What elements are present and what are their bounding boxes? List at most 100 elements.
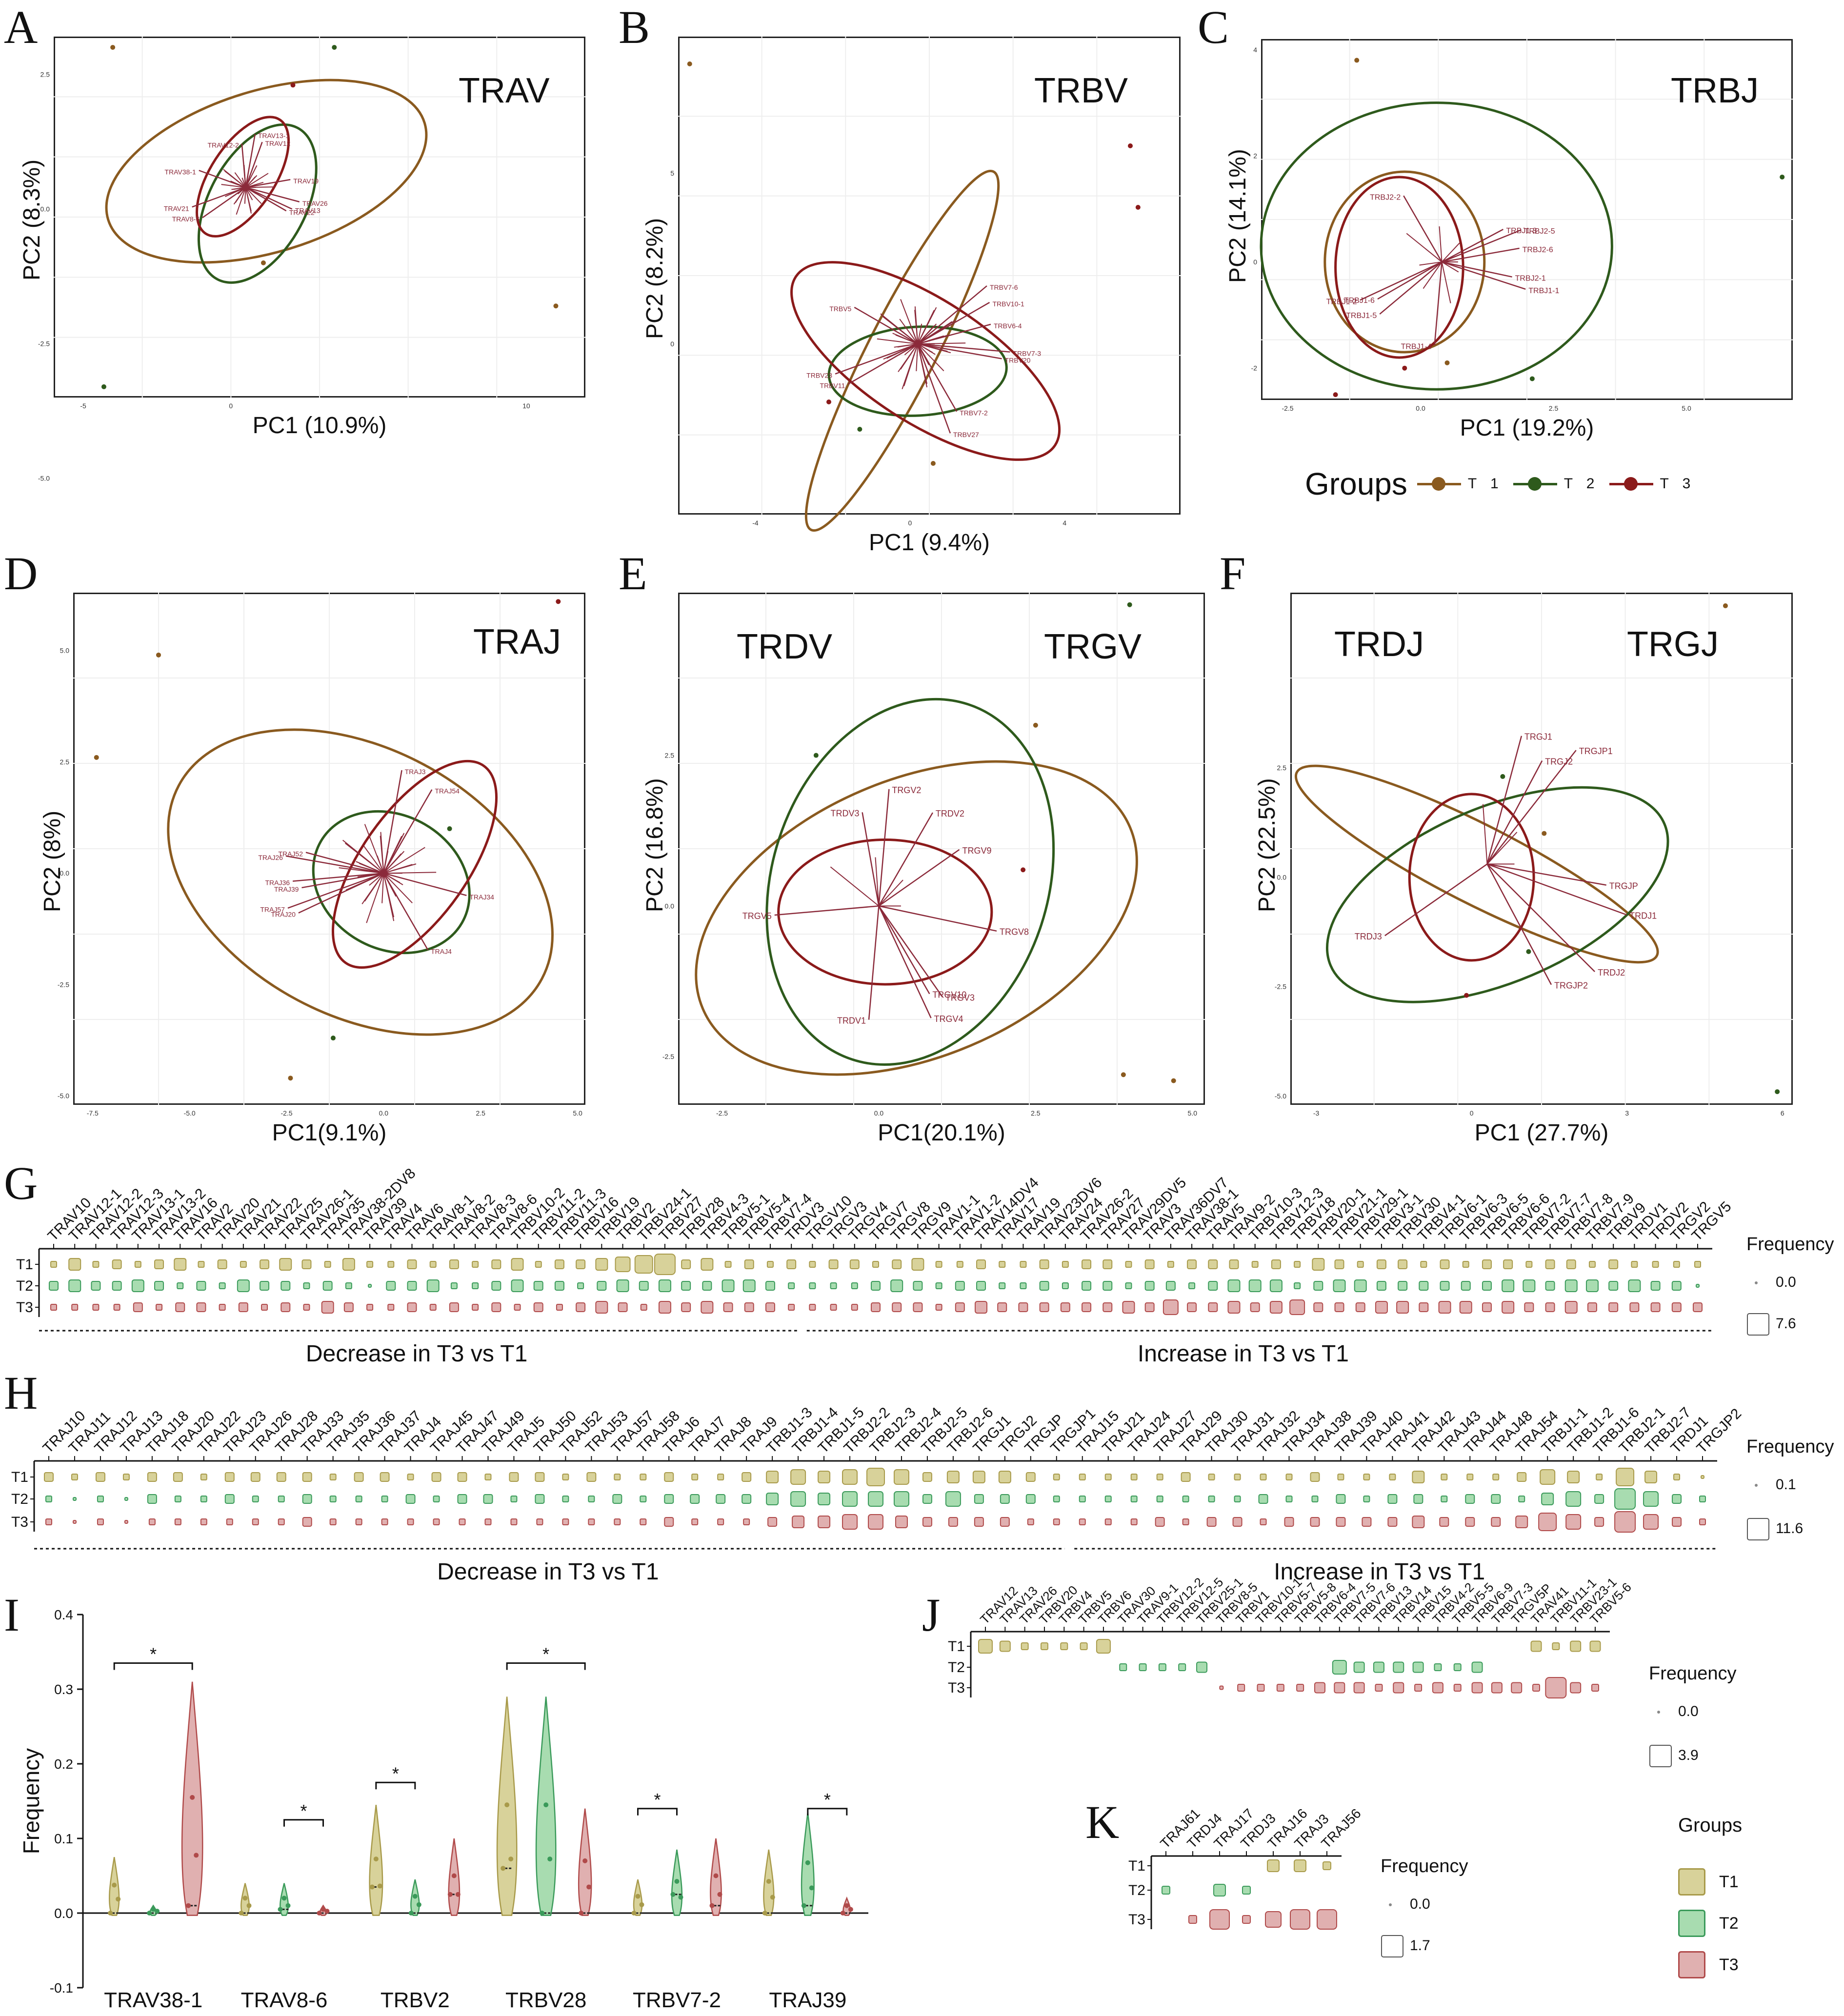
- frequency-bubble: [809, 1282, 816, 1289]
- sample-point: [290, 82, 296, 88]
- bubble-legend-row-t2: T2: [1678, 1910, 1739, 1937]
- confidence-ellipse-t2: [1326, 786, 1669, 1003]
- significance-marker: *: [542, 1644, 549, 1664]
- frequency-bubble: [597, 1281, 607, 1291]
- loading-arrow: [895, 334, 918, 344]
- frequency-bubble: [556, 1304, 563, 1311]
- loading-arrow: [1487, 863, 1627, 916]
- frequency-bubble: [1453, 1663, 1462, 1671]
- y-axis-label: PC2 (14.1%): [1225, 149, 1251, 283]
- loading-label: TRGV3: [945, 993, 975, 1003]
- loading-arrow: [221, 184, 246, 188]
- violin-data-point: [547, 1856, 553, 1862]
- frequency-bubble: [1021, 1642, 1029, 1650]
- frequency-bubble: [893, 1469, 909, 1485]
- frequency-legend-max: 1.7: [1410, 1937, 1430, 1954]
- frequency-bubble: [302, 1494, 312, 1504]
- sample-point: [261, 260, 266, 265]
- frequency-bubble: [1453, 1684, 1462, 1692]
- frequency-bubble: [766, 1261, 774, 1268]
- loading-label: TRDV3: [831, 808, 860, 818]
- pca-legend-label-t2: T 2: [1563, 476, 1600, 492]
- frequency-bubble: [976, 1259, 986, 1269]
- frequency-bubble: [640, 1304, 647, 1311]
- x-tick-label: 6: [1781, 1109, 1784, 1117]
- category-label: TRAV38-1: [104, 1988, 202, 2012]
- sample-point: [288, 1076, 293, 1081]
- frequency-bubble: [1269, 1301, 1283, 1314]
- frequency-bubble: [935, 1304, 942, 1311]
- loading-arrow: [245, 187, 262, 204]
- loading-arrow: [364, 824, 384, 874]
- sample-point: [1723, 603, 1728, 608]
- frequency-bubble: [1312, 1258, 1325, 1271]
- loading-arrow: [339, 867, 384, 874]
- loading-arrow: [917, 343, 948, 352]
- sample-point: [447, 826, 452, 831]
- loading-arrow: [878, 905, 932, 1018]
- frequency-bubble: [1229, 1259, 1239, 1269]
- frequency-legend-max-marker: [1649, 1745, 1672, 1767]
- frequency-bubble: [1020, 1261, 1027, 1268]
- loading-arrow: [868, 906, 880, 1020]
- loading-arrow: [1439, 226, 1443, 262]
- significance-bracket: [113, 1662, 193, 1670]
- confidence-ellipse-t2: [1260, 101, 1613, 391]
- frequency-bubble: [535, 1261, 542, 1268]
- sample-point: [687, 61, 692, 66]
- sample-point: [1354, 58, 1360, 63]
- frequency-bubble: [1594, 1517, 1604, 1527]
- loading-label: TRAV13: [295, 207, 321, 215]
- frequency-bubble: [742, 1279, 756, 1292]
- frequency-bubble: [1060, 1302, 1070, 1312]
- loading-label: TRAV38-1: [164, 168, 196, 176]
- frequency-bubble: [701, 1301, 714, 1314]
- frequency-bubble: [381, 1496, 388, 1502]
- loading-label: TRDJ1: [1629, 911, 1657, 920]
- frequency-bubble: [1181, 1472, 1191, 1482]
- loading-arrow: [918, 343, 1010, 353]
- loading-arrow: [862, 812, 880, 906]
- violin-data-point: [504, 1802, 510, 1808]
- frequency-bubble: [1373, 1661, 1384, 1673]
- violin-data-point: [455, 1892, 461, 1897]
- frequency-bubble: [1650, 1302, 1661, 1312]
- frequency-bubble: [276, 1472, 286, 1482]
- category-label: TRBV2: [381, 1988, 450, 2012]
- frequency-bubble: [1208, 1496, 1215, 1502]
- panel-letter-c: C: [1198, 1, 1229, 53]
- frequency-bubble: [366, 1261, 374, 1268]
- frequency-bubble: [997, 1302, 1007, 1312]
- x-axis-label: PC1 (10.9%): [252, 413, 387, 439]
- x-tick-label: -2.5: [716, 1109, 728, 1117]
- loading-arrow: [1442, 261, 1459, 273]
- loading-arrow: [1442, 247, 1520, 263]
- loading-label: TRBJ2-5: [1524, 227, 1555, 236]
- sample-point: [857, 427, 862, 432]
- frequency-bubble: [1182, 1518, 1189, 1525]
- sample-point: [1021, 867, 1026, 873]
- row-label: T1: [948, 1638, 965, 1655]
- frequency-bubble: [1102, 1281, 1113, 1291]
- loading-arrow: [918, 343, 1002, 359]
- frequency-bubble: [1353, 1682, 1365, 1694]
- loading-arrow: [383, 789, 433, 874]
- loading-arrow: [917, 321, 953, 344]
- frequency-bubble: [342, 1258, 355, 1271]
- loading-arrow: [192, 187, 246, 208]
- increase-caption: Increase in T3 vs T1: [1274, 1559, 1485, 1585]
- loading-label: TRBJ1-1: [1528, 287, 1559, 295]
- frequency-bubble: [72, 1497, 77, 1501]
- frequency-bubble: [1232, 1517, 1243, 1527]
- violin-data-point: [631, 1911, 637, 1916]
- frequency-bubble: [975, 1301, 988, 1314]
- loading-label: TRDV1: [837, 1016, 866, 1025]
- violin-svg: 0.4 0.3 0.2 0.1 0.0 -0.1 Frequency TRAV38-1 TRAV…: [19, 1607, 868, 2012]
- frequency-bubble: [818, 1471, 831, 1483]
- frequency-bubble: [935, 1261, 942, 1268]
- category-label: TRBV28: [505, 1988, 586, 2012]
- y-tick-label: 2.5: [60, 758, 70, 766]
- loading-arrow: [383, 873, 401, 883]
- frequency-bubble: [1163, 1299, 1179, 1315]
- frequency-legend-min-marker: [1657, 1711, 1660, 1714]
